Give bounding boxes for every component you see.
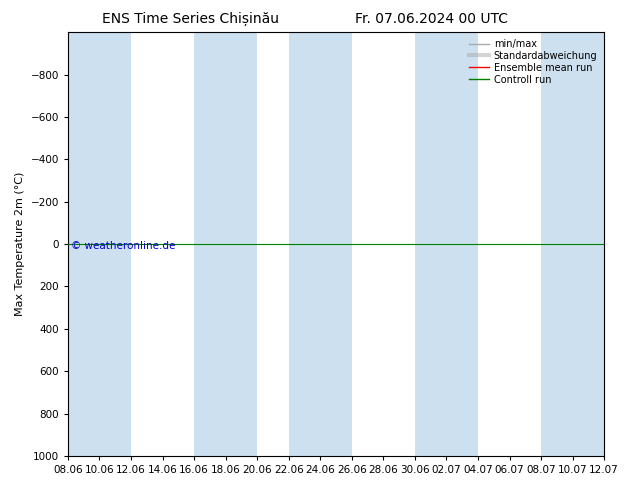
Text: ENS Time Series Chișinău: ENS Time Series Chișinău	[101, 12, 279, 26]
Y-axis label: Max Temperature 2m (°C): Max Temperature 2m (°C)	[15, 172, 25, 316]
Text: Fr. 07.06.2024 00 UTC: Fr. 07.06.2024 00 UTC	[354, 12, 508, 26]
Bar	[541, 32, 604, 456]
Text: © weatheronline.de: © weatheronline.de	[70, 241, 175, 251]
Legend: min/max, Standardabweichung, Ensemble mean run, Controll run: min/max, Standardabweichung, Ensemble me…	[467, 37, 599, 87]
Bar	[68, 32, 131, 456]
Bar	[194, 32, 257, 456]
Bar	[288, 32, 352, 456]
Bar	[415, 32, 478, 456]
